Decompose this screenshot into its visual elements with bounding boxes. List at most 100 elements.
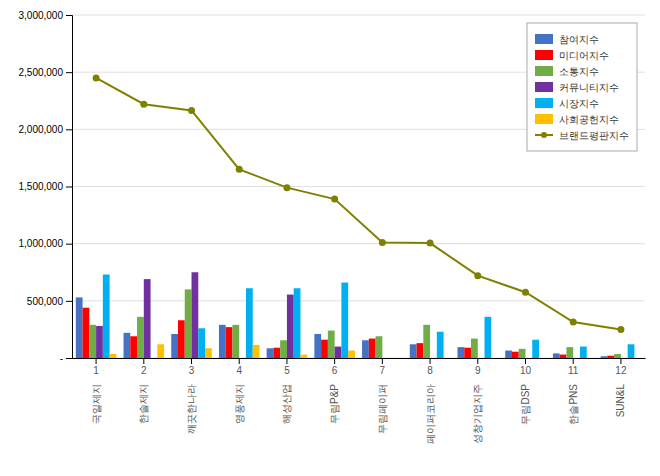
bar [457, 347, 464, 358]
line-marker [236, 166, 243, 173]
bar-series [96, 272, 341, 358]
bar [362, 340, 369, 358]
y-tick-mark [66, 358, 72, 359]
bar [532, 340, 539, 358]
x-tick-label: SUN&L [615, 384, 626, 418]
bar [437, 332, 444, 358]
bar [382, 358, 389, 359]
bar [198, 328, 205, 358]
x-rank-label: 8 [427, 365, 433, 376]
x-tick-label: 영풍제지 [234, 384, 245, 424]
x-rank-label: 11 [568, 365, 579, 376]
bar [137, 317, 144, 358]
x-rank-label: 12 [615, 365, 627, 376]
x-tick: 해성산업5 [281, 358, 292, 424]
x-tick-mark [477, 358, 478, 364]
line-marker [331, 196, 338, 203]
bar-series [89, 289, 621, 358]
bar-series [83, 308, 615, 358]
bar [335, 347, 342, 358]
x-tick-label: 무림DSP [520, 384, 531, 425]
x-tick: 무림DSP 10 [520, 358, 532, 425]
x-tick: 페이퍼코리아8 [425, 358, 436, 444]
legend-item: 커뮤니티지수 [535, 82, 619, 93]
bar [144, 279, 151, 358]
line-marker [283, 184, 290, 191]
x-tick-mark [334, 358, 335, 364]
line-marker [188, 107, 195, 114]
x-tick-label: 성창기업지주 [472, 384, 483, 444]
y-tick-mark [66, 244, 72, 245]
legend-label: 참여지수 [559, 34, 599, 45]
x-tick-mark [382, 358, 383, 364]
x-rank-label: 6 [332, 365, 338, 376]
marks [76, 74, 635, 358]
bar [389, 358, 396, 359]
x-rank-label: 5 [284, 365, 290, 376]
bar [341, 283, 348, 358]
grid-line [72, 243, 645, 244]
bar [96, 326, 103, 358]
legend-label: 브랜드평판지수 [559, 130, 629, 141]
x-tick: 무림페이퍼7 [377, 358, 388, 434]
bar [505, 351, 512, 358]
legend-item: 브랜드평판지수 [535, 130, 629, 141]
y-tick-label: 500,000 [27, 296, 64, 307]
grid-line [72, 15, 645, 16]
bar [124, 333, 131, 358]
legend-swatch [535, 66, 553, 76]
x-rank-label: 9 [475, 365, 481, 376]
bar [566, 347, 573, 358]
x-tick: 무림P&P6 [329, 358, 340, 424]
bar [348, 351, 355, 358]
legend-swatch [535, 34, 553, 44]
bar [246, 288, 253, 358]
y-tick: 2,500,000 [19, 67, 73, 78]
line-marker [617, 326, 624, 333]
legend-label: 소통지수 [559, 66, 599, 77]
x-tick-mark [239, 358, 240, 364]
legend-marker-swatch [541, 132, 547, 138]
x-tick-mark [430, 358, 431, 364]
line-marker [522, 289, 529, 296]
x-tick-mark [573, 358, 574, 364]
bar [573, 358, 580, 359]
line-marker [379, 239, 386, 246]
bar [89, 325, 96, 358]
y-axis: -500,0001,000,0001,500,0002,000,0002,500… [19, 10, 73, 364]
line-marker [427, 240, 434, 247]
y-tick: 3,000,000 [19, 10, 73, 21]
legend-label: 사회공헌지수 [559, 114, 619, 125]
bar [76, 297, 83, 358]
legend-box [527, 23, 637, 151]
y-tick-mark [66, 15, 72, 16]
legend-swatch [535, 50, 553, 60]
bar [634, 358, 641, 359]
x-rank-label: 10 [520, 365, 532, 376]
y-tick-label: 1,000,000 [19, 238, 64, 249]
x-tick: 국일제지1 [91, 358, 102, 424]
bar [601, 356, 608, 358]
y-axis-line [66, 16, 73, 359]
legend-item: 참여지수 [535, 34, 599, 45]
bar [491, 358, 498, 359]
x-tick-label: 한솔PNS [568, 384, 579, 425]
bar [321, 340, 328, 358]
x-tick-mark [191, 358, 192, 364]
line [96, 78, 621, 330]
bar [417, 343, 424, 358]
bar [192, 272, 199, 358]
legend-swatch [535, 98, 553, 108]
bar [621, 358, 628, 359]
x-axis: 국일제지1한솔제지2깨끗한나라3영풍제지4해성산업5무림P&P6무림페이퍼7페이… [73, 358, 646, 444]
legend-label: 시장지수 [559, 98, 599, 109]
legend-swatch [535, 82, 553, 92]
bar [273, 348, 280, 358]
legend-item: 사회공헌지수 [535, 114, 619, 125]
bar [410, 344, 417, 358]
bar [110, 354, 117, 358]
y-tick: 500,000 [27, 296, 72, 307]
bar-series [110, 344, 355, 358]
bar [328, 331, 335, 358]
bar [157, 344, 164, 358]
